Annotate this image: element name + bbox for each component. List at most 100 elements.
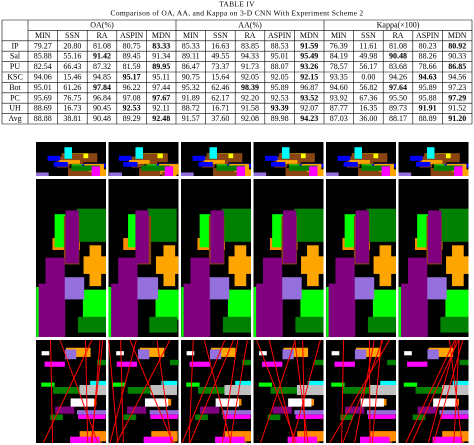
table-cell: 62.17 [211,93,229,102]
table-cell: 66.43 [63,62,81,71]
map-region [64,147,72,159]
map-region [150,414,178,419]
map-region [407,361,428,367]
method-header: SSN [65,31,80,40]
map-region [45,257,65,301]
map-region [70,436,100,443]
table-cell: 83.85 [241,41,259,50]
classification-maps [36,142,469,444]
table-cell: 84.19 [330,52,348,61]
map-region [64,349,77,360]
map-region [262,361,283,367]
table-cell: 94.06 [34,73,52,82]
map-region [139,347,165,357]
map-region [89,245,102,287]
map-region [53,161,68,167]
table-cell: 56.82 [359,83,377,92]
map-region [278,277,302,300]
map-road [342,339,384,444]
map-region [433,165,463,171]
table-cell: 95.32 [182,83,200,92]
table-cell: 88.88 [34,114,52,123]
table-cell: 78.66 [419,62,437,71]
map-region [459,359,469,366]
row-label: PU [10,62,20,71]
map-region [223,414,251,419]
table-cell: 16.73 [63,104,81,113]
map-region [267,414,281,421]
map-region [155,289,179,320]
map-region [79,384,106,396]
map-region [209,349,222,360]
table-cell: 88.89 [419,114,437,123]
map-road [59,339,99,444]
map-region [65,210,79,264]
table-cell: 94.56 [448,73,466,82]
table-cell: 94.60 [330,83,348,92]
map-road [203,339,232,444]
table-cell: 93.92 [330,93,348,102]
map-region [222,316,251,333]
map-region [276,160,298,164]
table-cell: 92.20 [241,93,259,102]
map-region [68,168,90,176]
method-header: SSN [213,31,228,40]
map-region [50,414,63,421]
table-cell: 80.23 [419,41,437,50]
map-road [116,339,171,444]
group-header: AA(%) [238,21,262,30]
map-region [445,289,469,320]
map-region [163,245,176,287]
map-region [123,161,138,167]
map-region [253,172,267,176]
map-road [453,339,460,444]
table-cell: 92.05 [241,73,259,82]
map-region [109,172,122,176]
map-region [294,208,324,242]
table-cell: 92.05 [271,73,289,82]
map-region [356,347,381,357]
map-region [242,359,251,366]
map-region [147,208,177,242]
map-region [200,406,220,414]
map-region [87,171,95,176]
table-cell: 90.48 [389,52,407,61]
table-cell: 93.52 [300,93,318,102]
map-region [149,316,178,333]
map-region [366,208,396,242]
map-region [112,382,126,387]
table-cell: 95.50 [389,93,407,102]
table-cell: 92.08 [241,114,259,123]
map-region [282,349,294,360]
table-cell: 81.59 [123,62,141,71]
map-road [188,339,194,444]
map-region [141,165,171,171]
map-region [335,257,355,301]
table-cell: 62.46 [211,83,229,92]
map-region [195,414,208,421]
map-road [371,339,382,444]
map-region [60,277,85,300]
table-cell: 88.26 [419,52,437,61]
map-region [421,160,443,164]
table-cell: 86.85 [448,62,466,71]
map-region [377,171,385,176]
map-region [295,316,324,333]
map-region [199,214,211,248]
method-header: SSN [361,31,376,40]
map-region [224,431,251,442]
map-region [128,214,139,248]
map-region [234,245,247,287]
method-header: RA [96,31,107,40]
map-region [137,349,150,360]
map-region [66,347,91,357]
map-road [42,339,93,444]
table-cell: 87.03 [330,114,348,123]
table-cell: 97.44 [152,83,170,92]
map-region [430,168,452,176]
map-region [381,166,390,176]
table-cell: 95.88 [419,93,437,102]
table-cell: 78.57 [330,62,348,71]
map-road [109,339,137,444]
map-region [227,289,251,320]
